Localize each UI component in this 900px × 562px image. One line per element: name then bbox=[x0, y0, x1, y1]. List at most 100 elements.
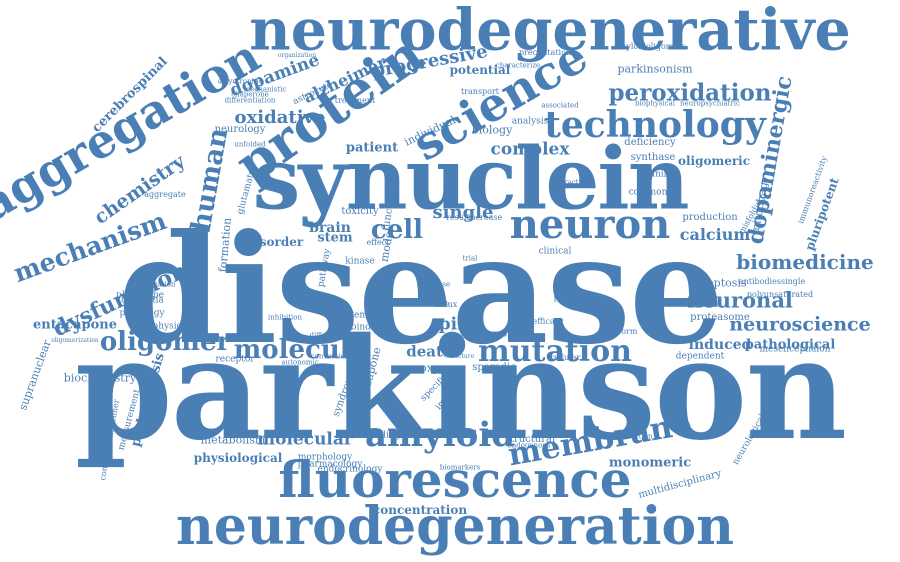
word-complex: complex bbox=[490, 139, 570, 160]
word-influx: influx bbox=[434, 300, 458, 309]
word-trial: trial bbox=[462, 254, 478, 263]
word-biology: biology bbox=[471, 123, 513, 137]
word-mechanistic: mechanistic bbox=[243, 85, 287, 94]
word-morphology: morphology bbox=[297, 452, 353, 463]
word-single: single bbox=[432, 202, 494, 223]
word-brain: brain bbox=[309, 220, 351, 236]
word-entacapone: entacapone bbox=[33, 317, 117, 333]
word-oxidative: oxidative bbox=[234, 107, 326, 128]
word-patient: patient bbox=[345, 140, 399, 156]
word-associated: associated bbox=[541, 101, 579, 110]
word-deficiency: deficiency bbox=[624, 137, 676, 148]
word-receptor: receptor bbox=[215, 354, 255, 365]
word-interaction: interaction bbox=[550, 178, 590, 187]
word-reactive: reactive bbox=[553, 294, 591, 305]
word-synuclein: synuclein bbox=[252, 129, 689, 230]
word-localization: localization bbox=[134, 280, 176, 289]
word-induced: induced bbox=[688, 337, 752, 353]
word-oligomeric: oligomeric bbox=[677, 154, 751, 168]
word-molecular: molecular bbox=[257, 429, 353, 450]
word-structural: structural bbox=[504, 434, 556, 445]
word-transduction: transduction bbox=[607, 432, 653, 441]
word-transport: transport bbox=[460, 87, 500, 96]
word-pharmacology: pharmacology bbox=[297, 459, 363, 470]
word-biomedicine: biomedicine bbox=[736, 250, 874, 274]
word-phenotype: phenotype bbox=[116, 290, 164, 301]
word-concentration: concentration bbox=[372, 503, 468, 517]
word-oligomer: oligomer bbox=[99, 327, 231, 357]
word-pathology: pathology bbox=[119, 308, 165, 319]
word-sporadic: sporadic bbox=[472, 362, 516, 373]
word-death: death bbox=[406, 342, 454, 361]
word-platform: platform bbox=[602, 327, 638, 336]
word-endogenous: endogenous bbox=[507, 441, 551, 450]
word-supranuclear: supranuclear bbox=[16, 338, 54, 412]
word-mutation: mutation bbox=[478, 334, 632, 369]
word-oxygen: oxygen bbox=[420, 361, 460, 375]
word-mesencephalon: mesencephalon bbox=[759, 344, 831, 355]
word-characterize: characterize bbox=[495, 61, 541, 70]
word-toxicity: toxicity bbox=[341, 206, 379, 217]
word-technology: technology bbox=[544, 104, 766, 146]
word-role: role bbox=[435, 300, 449, 309]
word-uncoupling: uncoupling bbox=[349, 430, 401, 441]
word-cell: cell bbox=[370, 215, 424, 245]
word-biochemistry: biochemistry bbox=[63, 371, 137, 385]
word-antibodiessingle: antibodiessingle bbox=[738, 277, 806, 286]
word-unfolded: unfolded bbox=[234, 140, 266, 149]
word-disorder: disorder bbox=[246, 235, 304, 249]
word-mouse: mouse bbox=[493, 329, 523, 340]
word-organization: organization bbox=[277, 52, 317, 59]
word-chaperone: chaperone bbox=[231, 90, 269, 99]
word-neuronal: neuronal bbox=[687, 287, 793, 313]
word-structure: structure bbox=[445, 353, 475, 360]
word-effect: effect bbox=[366, 238, 390, 247]
word-amyloidoligomers: amyloidoligomers bbox=[613, 42, 687, 51]
word-treatment: treatment bbox=[334, 96, 376, 105]
word-amyotrophic: amyotrophic bbox=[217, 77, 263, 86]
word-multiple: multiple bbox=[320, 308, 354, 317]
word-physiological: physiological bbox=[193, 451, 283, 465]
word-proteasome: proteasome bbox=[690, 312, 750, 323]
word-pink: pink bbox=[438, 314, 482, 335]
word-synthase: synthase bbox=[630, 152, 676, 163]
word-binding: binding bbox=[350, 322, 386, 333]
word-efficacy: efficacy bbox=[532, 317, 564, 326]
word-common: common bbox=[628, 187, 668, 198]
word-oligomerization: oligomerization bbox=[51, 337, 99, 344]
word-biomarkers: biomarkers bbox=[439, 463, 481, 472]
word-endocrinology: endocrinology bbox=[317, 464, 383, 475]
word-conversion: conversion bbox=[310, 352, 350, 361]
word-stem: stem bbox=[317, 230, 353, 246]
word-apoptosis: apoptosis bbox=[693, 276, 747, 290]
word-biophysic: biophysic bbox=[138, 321, 182, 332]
word-animal: animal bbox=[649, 169, 681, 180]
word-neuron: neuron bbox=[509, 201, 671, 248]
word-neuroscience: neuroscience bbox=[729, 313, 871, 336]
word-precipitation: precipitation bbox=[518, 48, 572, 57]
word-molecule: molecule bbox=[233, 335, 367, 365]
word-polyunsaturated: polyunsaturated bbox=[746, 290, 814, 299]
word-disease: disease bbox=[117, 202, 725, 378]
word-parkinsonism: parkinsonism bbox=[617, 62, 693, 76]
word-parkinson: parkinson bbox=[74, 308, 847, 472]
word-peroxidation: peroxidation bbox=[608, 79, 772, 107]
word-substantia: substantia bbox=[116, 295, 164, 306]
word-amyloid: amyloid bbox=[364, 415, 516, 455]
word-differentiation: differentiation bbox=[224, 96, 276, 105]
word-calcium: calcium bbox=[679, 225, 751, 244]
word-pathological: pathological bbox=[744, 337, 836, 353]
word-system: system bbox=[336, 310, 368, 321]
word-kinase: kinase bbox=[345, 256, 375, 267]
word-inhibition: inhibition bbox=[268, 313, 302, 322]
word-analysis: analysis bbox=[511, 116, 549, 127]
word-neurodegenerative: neurodegenerative bbox=[249, 0, 851, 64]
word-result: result bbox=[446, 213, 470, 222]
word-increase: increase bbox=[467, 213, 503, 222]
word-cause: cause bbox=[429, 280, 451, 289]
word-autonomic: autonomic bbox=[281, 358, 319, 367]
word-fluorescence: fluorescence bbox=[278, 450, 632, 509]
word-metabolism: metabolism bbox=[200, 433, 266, 447]
word-different: different bbox=[309, 331, 341, 340]
word-biophysical: biophysical bbox=[634, 99, 676, 108]
